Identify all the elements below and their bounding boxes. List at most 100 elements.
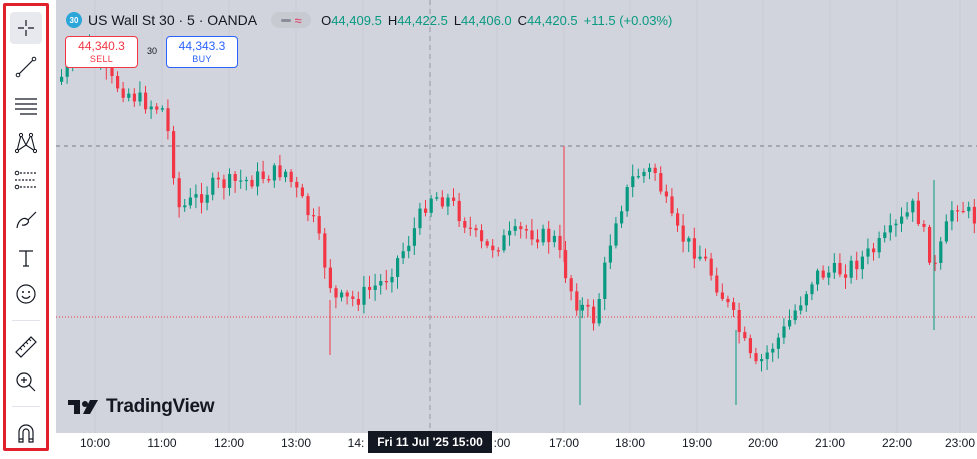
candle-down xyxy=(345,292,349,297)
candle-up xyxy=(205,194,209,203)
candle-down xyxy=(121,88,125,98)
candle-up xyxy=(435,197,439,199)
tradingview-logo-icon xyxy=(68,400,98,414)
candle-up xyxy=(379,281,383,286)
candle-down xyxy=(177,178,181,208)
time-label: 17:00 xyxy=(548,436,580,450)
candle-up xyxy=(272,165,276,181)
buy-button[interactable]: 44,343.3 BUY xyxy=(166,36,238,68)
candles-group xyxy=(60,34,976,405)
ohlc-close: C44,420.5 xyxy=(518,13,578,28)
time-label: 14: xyxy=(347,436,365,450)
candle-up xyxy=(429,198,433,213)
candle-up xyxy=(816,270,820,285)
time-label: 11:00 xyxy=(147,436,177,450)
candle-up xyxy=(552,235,556,243)
symbol-title[interactable]: US Wall St 30 · 5 · OANDA xyxy=(88,12,258,28)
toolbar-separator xyxy=(12,320,40,321)
sell-button[interactable]: 44,340.3 SELL xyxy=(65,36,138,68)
candle-up xyxy=(877,238,881,253)
time-label: 21:00 xyxy=(814,436,846,450)
open-value: 44,409.5 xyxy=(331,12,382,28)
candle-up xyxy=(373,285,377,290)
candle-up xyxy=(698,256,702,259)
candle-up xyxy=(866,248,870,257)
candle-up xyxy=(625,187,629,212)
buy-price: 44,343.3 xyxy=(178,39,226,53)
candle-up xyxy=(340,292,344,298)
zoom-in-tool-button[interactable] xyxy=(10,366,42,398)
candle-down xyxy=(732,302,736,311)
candle-down xyxy=(384,281,388,283)
candle-down xyxy=(530,230,534,240)
candle-up xyxy=(760,359,764,362)
candle-up xyxy=(228,173,232,188)
candle-down xyxy=(575,291,579,311)
candle-down xyxy=(356,298,360,305)
chart-pane[interactable] xyxy=(56,0,977,433)
spread-value: 30 xyxy=(147,46,158,56)
high-value: 44,422.5 xyxy=(397,12,448,28)
candle-up xyxy=(900,216,904,224)
candle-down xyxy=(306,196,310,216)
ohlc-open: O44,409.5 xyxy=(321,13,382,28)
candlestick-chart[interactable] xyxy=(56,0,977,433)
ruler-tool-button[interactable] xyxy=(10,331,42,363)
ohlc-low: L44,406.0 xyxy=(454,13,512,28)
candle-down xyxy=(704,256,708,259)
horizontal-lines-tool-button[interactable] xyxy=(10,89,42,121)
candle-up xyxy=(782,326,786,338)
candle-up xyxy=(149,106,153,110)
pattern-tool-button[interactable] xyxy=(10,127,42,159)
candle-down xyxy=(933,262,937,264)
candle-up xyxy=(603,262,607,299)
candle-down xyxy=(754,353,758,362)
candle-down xyxy=(289,171,293,182)
candle-down xyxy=(312,215,316,217)
horizontal-lines-icon xyxy=(15,98,37,115)
candle-down xyxy=(961,210,965,213)
candle-down xyxy=(972,206,976,224)
candle-up xyxy=(541,228,545,243)
candle-down xyxy=(368,286,372,290)
fib-icon xyxy=(14,170,36,190)
text-tool-button[interactable] xyxy=(10,242,42,274)
brush-tool-button[interactable] xyxy=(10,204,42,236)
trend-line-tool-button[interactable] xyxy=(10,51,42,83)
candle-down xyxy=(547,228,551,243)
candle-up xyxy=(508,230,512,236)
candle-up xyxy=(401,251,405,259)
candle-down xyxy=(334,288,338,298)
candle-up xyxy=(211,177,215,195)
candle-up xyxy=(513,226,517,231)
candle-up xyxy=(631,176,635,188)
time-label: :00 xyxy=(493,436,511,450)
candle-down xyxy=(564,250,568,279)
fib-tool-button[interactable] xyxy=(10,164,42,196)
emoji-tool-button[interactable] xyxy=(10,278,42,310)
magnet-tool-button[interactable] xyxy=(10,418,42,450)
candle-up xyxy=(127,93,131,98)
candle-down xyxy=(524,229,528,231)
indicator-toggle[interactable]: ≈ xyxy=(271,12,312,28)
candle-down xyxy=(558,235,562,251)
candle-up xyxy=(687,238,691,242)
candle-down xyxy=(172,131,176,179)
candle-up xyxy=(183,205,187,208)
candle-down xyxy=(536,239,540,243)
candle-down xyxy=(821,270,825,278)
symbol-legend[interactable]: 30 US Wall St 30 · 5 · OANDA ≈ O44,409.5… xyxy=(66,10,672,30)
crosshair-tool-button[interactable] xyxy=(10,12,42,44)
candle-down xyxy=(200,194,204,203)
candle-up xyxy=(804,294,808,306)
candle-down xyxy=(928,226,932,263)
candle-down xyxy=(351,296,355,299)
time-axis[interactable] xyxy=(56,433,977,459)
candle-down xyxy=(692,238,696,259)
candle-up xyxy=(502,235,506,251)
candle-up xyxy=(362,286,366,305)
tradingview-logo[interactable]: TradingView xyxy=(68,396,215,418)
candle-down xyxy=(452,197,456,201)
time-label: 18:00 xyxy=(614,436,646,450)
pattern-icon xyxy=(14,132,38,154)
